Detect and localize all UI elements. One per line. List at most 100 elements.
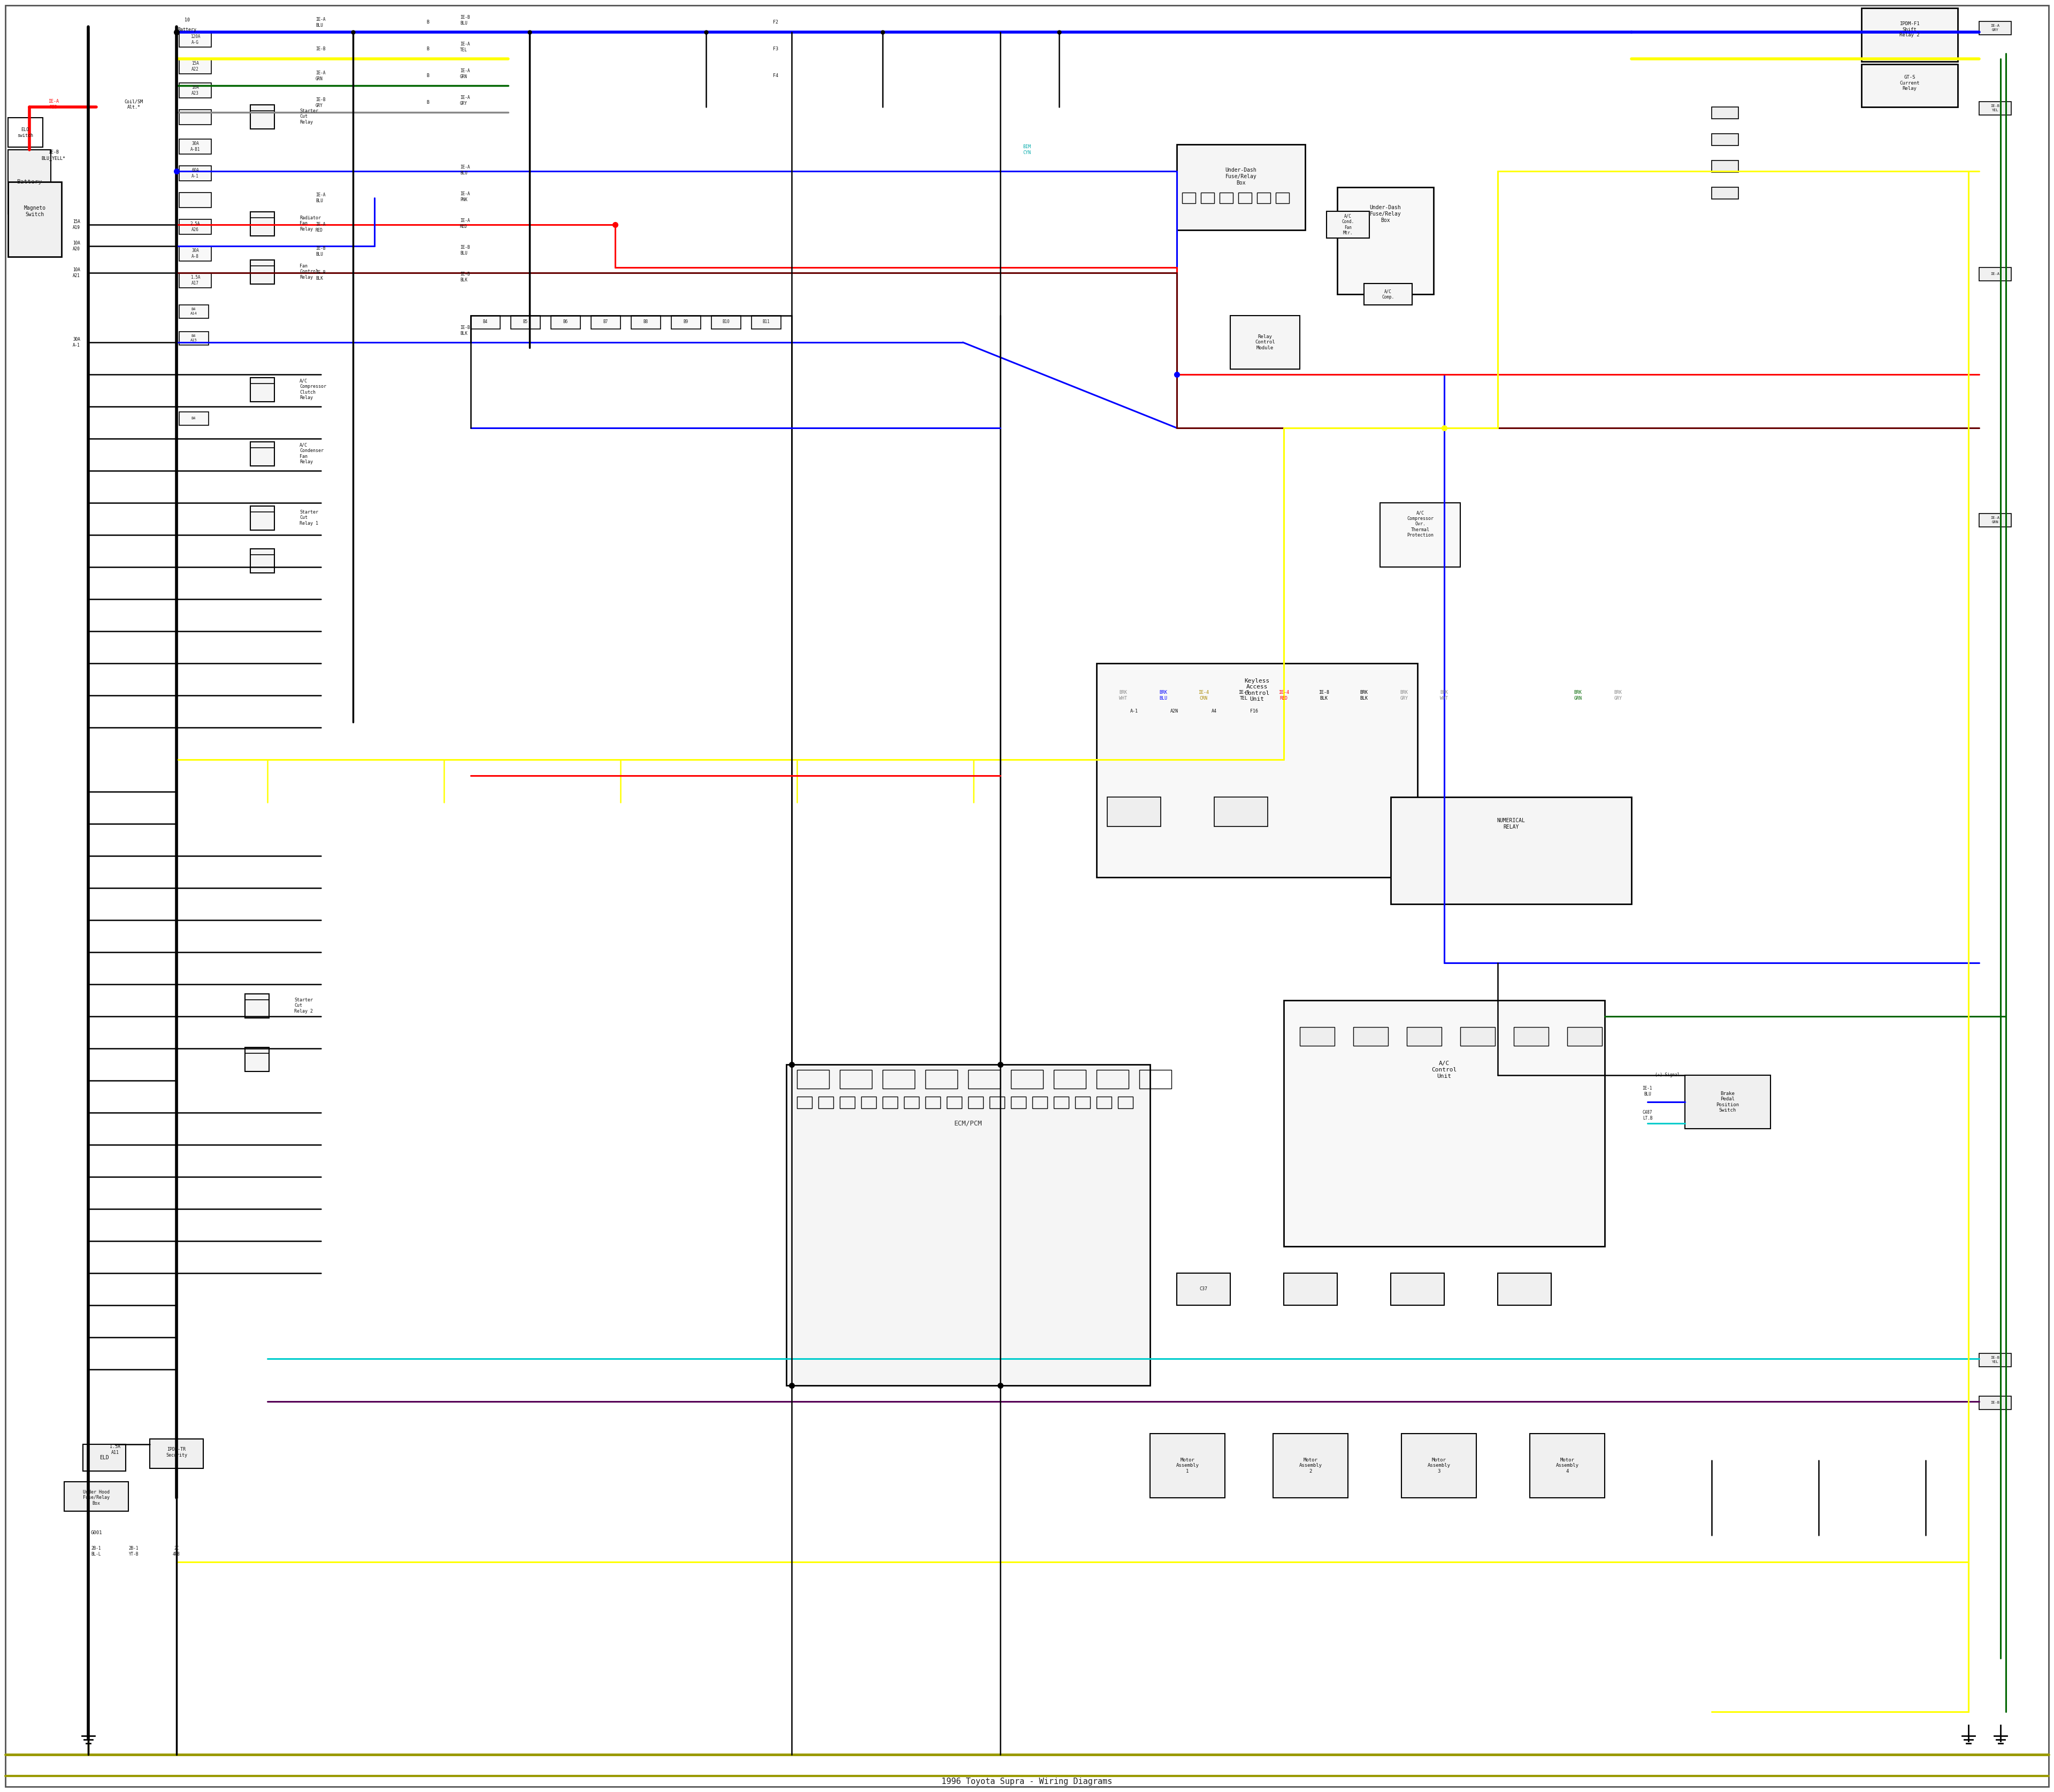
Bar — [1980, 267, 2011, 281]
Text: BRK
BLU: BRK BLU — [1158, 690, 1167, 701]
Text: B: B — [427, 20, 429, 25]
Bar — [1497, 1272, 1551, 1305]
Bar — [251, 443, 275, 466]
Text: IE-B
YEL: IE-B YEL — [1990, 104, 2001, 111]
Text: B4
A15: B4 A15 — [191, 335, 197, 342]
Bar — [840, 1070, 871, 1088]
Bar — [179, 109, 212, 125]
Text: IE-A
RED: IE-A RED — [316, 222, 325, 233]
Text: 30A
A-8: 30A A-8 — [191, 249, 199, 258]
Text: B10: B10 — [723, 319, 729, 324]
Bar — [592, 315, 620, 330]
Bar — [1220, 192, 1232, 202]
Text: Motor
Assembly
1: Motor Assembly 1 — [1177, 1457, 1200, 1473]
Bar — [1980, 514, 2011, 527]
Text: A/C
Cond.
Fan
Mtr.: A/C Cond. Fan Mtr. — [1341, 213, 1354, 235]
Bar — [787, 1064, 1150, 1385]
Text: A/C
Comp.: A/C Comp. — [1382, 289, 1395, 299]
Bar — [179, 219, 212, 235]
Text: Fan
Control
Relay: Fan Control Relay — [300, 263, 318, 280]
Bar — [251, 505, 275, 530]
Text: IE-A
TEL: IE-A TEL — [460, 41, 470, 52]
Bar — [1011, 1097, 1025, 1109]
Text: IE-A
GRN: IE-A GRN — [460, 68, 470, 79]
Text: IE-4
CRN: IE-4 CRN — [1197, 690, 1210, 701]
Bar — [251, 106, 275, 129]
Bar — [1861, 65, 1957, 108]
Text: IE-B
BLK: IE-B BLK — [460, 272, 470, 283]
Bar — [1391, 1272, 1444, 1305]
Bar — [1074, 1097, 1091, 1109]
Bar — [1401, 1434, 1477, 1498]
Bar — [1980, 1396, 2011, 1410]
Text: 1.5A
A11: 1.5A A11 — [109, 1444, 121, 1455]
Bar — [179, 140, 212, 154]
Text: Under-Dash
Fuse/Relay
Box: Under-Dash Fuse/Relay Box — [1226, 168, 1257, 185]
Text: BRK
WHT: BRK WHT — [1440, 690, 1448, 701]
Bar — [1257, 192, 1269, 202]
Text: Battery: Battery — [179, 27, 197, 32]
Text: Starter
Cut
Relay 2: Starter Cut Relay 2 — [294, 998, 312, 1014]
Bar — [251, 260, 275, 285]
Text: IE-A
BLU: IE-A BLU — [316, 194, 325, 202]
Bar — [861, 1097, 877, 1109]
Bar — [1711, 161, 1738, 172]
Bar — [1391, 797, 1631, 903]
Bar — [926, 1070, 957, 1088]
Text: B6: B6 — [563, 319, 567, 324]
Text: IE-B
BLK: IE-B BLK — [316, 271, 325, 281]
Text: IPDM-TR
Security: IPDM-TR Security — [166, 1448, 187, 1457]
Text: Motor
Assembly
2: Motor Assembly 2 — [1298, 1457, 1323, 1473]
Bar — [1230, 315, 1300, 369]
Bar — [470, 315, 499, 330]
Bar — [244, 1047, 269, 1072]
Bar — [8, 151, 51, 213]
Text: Motor
Assembly
4: Motor Assembly 4 — [1555, 1457, 1580, 1473]
Bar — [1861, 7, 1957, 61]
Text: 15A
A19: 15A A19 — [72, 219, 80, 229]
Bar — [179, 32, 212, 47]
Text: ELD: ELD — [99, 1455, 109, 1460]
Bar — [672, 315, 700, 330]
Text: 1996 Toyota Supra - Wiring Diagrams: 1996 Toyota Supra - Wiring Diagrams — [941, 1778, 1113, 1785]
Text: 60A
A-1: 60A A-1 — [191, 168, 199, 179]
Text: Radiator
Fan
Relay: Radiator Fan Relay — [300, 215, 320, 231]
Text: 1.5A
A17: 1.5A A17 — [191, 276, 199, 285]
Text: BIM
CYN: BIM CYN — [1023, 145, 1031, 154]
Text: (+) Signal: (+) Signal — [1656, 1073, 1680, 1077]
Text: IE-B: IE-B — [316, 47, 325, 52]
Bar — [1214, 797, 1267, 826]
Text: C487
LT.B: C487 LT.B — [1643, 1109, 1651, 1120]
Bar — [904, 1097, 918, 1109]
Bar — [1183, 192, 1195, 202]
Bar — [8, 118, 43, 147]
Text: IE-A
RED: IE-A RED — [47, 99, 60, 109]
Text: Keyless
Access
Control
Unit: Keyless Access Control Unit — [1245, 677, 1269, 702]
Bar — [82, 1444, 125, 1471]
Text: B: B — [427, 100, 429, 106]
Text: B: B — [427, 73, 429, 79]
Text: A/C
Control
Unit: A/C Control Unit — [1432, 1061, 1456, 1079]
Text: IE-8
BLK: IE-8 BLK — [1319, 690, 1329, 701]
Text: IE-A: IE-A — [1990, 272, 2001, 276]
Text: BRK
GRY: BRK GRY — [1401, 690, 1409, 701]
Text: IE-B
BLU_YELL*: IE-B BLU_YELL* — [41, 151, 66, 159]
Bar — [179, 192, 212, 208]
Bar — [1300, 1027, 1335, 1047]
Text: B7: B7 — [604, 319, 608, 324]
Bar — [244, 995, 269, 1018]
Text: B11: B11 — [762, 319, 770, 324]
Bar — [711, 315, 741, 330]
Bar — [1567, 1027, 1602, 1047]
Bar — [1033, 1097, 1048, 1109]
Text: B4
A14: B4 A14 — [191, 308, 197, 315]
Text: IE-B
BLU: IE-B BLU — [316, 246, 325, 256]
Text: B5: B5 — [524, 319, 528, 324]
Text: 15A
A22: 15A A22 — [191, 61, 199, 72]
Bar — [1097, 1070, 1128, 1088]
Bar — [840, 1097, 854, 1109]
Text: Magneto
Switch: Magneto Switch — [25, 206, 45, 217]
Bar — [1273, 1434, 1347, 1498]
Bar — [1711, 108, 1738, 118]
Text: IE-A
GRY: IE-A GRY — [460, 95, 470, 106]
